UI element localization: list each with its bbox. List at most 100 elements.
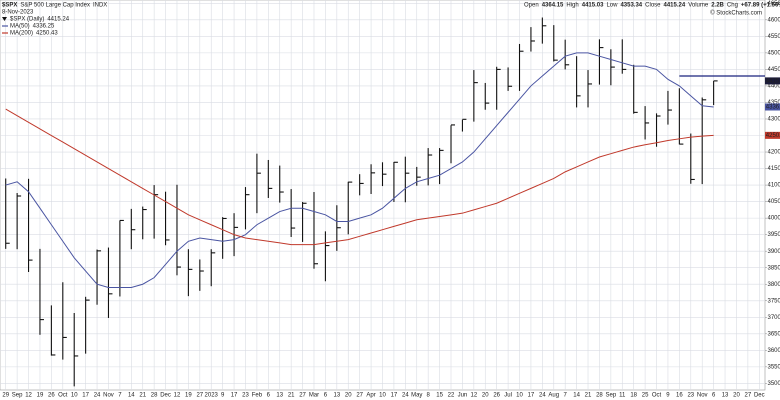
y-tick-label: 4050	[768, 199, 780, 205]
quote-label: High	[566, 3, 578, 9]
quote-value: 4353.34	[620, 3, 642, 9]
x-tick-label: 28	[151, 393, 158, 399]
x-tick-label: 12	[470, 393, 477, 399]
x-tick-label: 21	[288, 393, 295, 399]
x-tick-label: Mar	[309, 393, 319, 399]
x-tick-label: 19	[37, 393, 44, 399]
quote-label: Close	[645, 3, 661, 9]
x-tick-label: 11	[619, 393, 626, 399]
x-tick-label: 10	[379, 393, 386, 399]
last-value-label: 4336.25	[766, 105, 780, 111]
ma-line	[5, 108, 714, 246]
x-tick-label: 17	[82, 393, 89, 399]
x-tick-label: 28	[596, 393, 603, 399]
x-tick-label: 17	[528, 393, 535, 399]
y-tick-label: 4450	[768, 67, 780, 73]
x-tick-label: Oct	[58, 393, 68, 399]
x-tick-label: Apr	[366, 393, 375, 399]
legend-label: $SPX (Daily)	[10, 17, 44, 23]
y-tick-label: 3850	[768, 265, 780, 271]
x-tick-label: 8	[426, 393, 430, 399]
y-tick-label: 3750	[768, 298, 780, 304]
x-tick-label: 16	[676, 393, 683, 399]
x-tick-label: 9	[666, 393, 670, 399]
y-tick-label: 4650	[768, 1, 780, 7]
exchange: INDX	[93, 3, 107, 9]
x-tick-label: 24	[539, 393, 546, 399]
x-tick-label: 27	[745, 393, 752, 399]
x-tick-label: 7	[564, 393, 568, 399]
x-tick-label: 14	[573, 393, 580, 399]
quote-value: 4415.03	[582, 3, 604, 9]
y-tick-label: 4600	[768, 17, 780, 23]
quote-label: Open	[524, 3, 539, 9]
x-tick-label: 18	[630, 393, 637, 399]
legend-label: MA(50)	[10, 24, 30, 30]
x-tick-label: 12	[25, 393, 32, 399]
y-tick-label: 3600	[768, 348, 780, 354]
quote-label: Low	[606, 3, 618, 9]
x-tick-label: 21	[139, 393, 146, 399]
x-tick-label: 23	[242, 393, 249, 399]
x-tick-label: Aug	[548, 393, 559, 399]
y-tick-label: 4550	[768, 34, 780, 40]
x-tick-label: Jul	[504, 393, 512, 399]
x-tick-label: Oct	[652, 393, 662, 399]
quote-label: Volume	[688, 3, 709, 9]
x-tick-label: Jun	[458, 393, 468, 399]
quote-value: +67.89 (+1.56%)	[741, 3, 780, 9]
y-tick-label: 3800	[768, 282, 780, 288]
quote-label: Chg	[727, 3, 738, 9]
last-value-box	[765, 77, 780, 85]
legend-label: MA(200)	[10, 31, 33, 37]
x-tick-label: 20	[345, 393, 352, 399]
legend-value: 4336.25	[33, 24, 55, 30]
legend-value: 4415.24	[47, 17, 69, 23]
x-tick-label: 20	[733, 393, 740, 399]
y-tick-label: 3500	[768, 381, 780, 387]
x-tick-label: 13	[722, 393, 729, 399]
x-tick-label: 17	[391, 393, 398, 399]
x-tick-label: 24	[402, 393, 409, 399]
x-tick-label: 10	[71, 393, 78, 399]
y-tick-label: 4100	[768, 183, 780, 189]
x-tick-label: 27	[299, 393, 306, 399]
y-tick-label: 4000	[768, 216, 780, 222]
y-tick-label: 3700	[768, 315, 780, 321]
x-tick-label: Dec	[160, 393, 171, 399]
x-tick-label: 25	[642, 393, 649, 399]
legend-marker	[2, 17, 7, 21]
last-value-label: 4250.43	[766, 133, 780, 139]
x-tick-label: 22	[448, 393, 455, 399]
y-tick-label: 4300	[768, 117, 780, 123]
x-tick-label: 7	[118, 393, 122, 399]
x-tick-label: 27	[356, 393, 363, 399]
x-tick-label: 26	[48, 393, 55, 399]
last-value-box	[765, 103, 780, 111]
subtitle: S&P 500 Large Cap Index	[20, 3, 90, 9]
x-tick-label: 6	[712, 393, 716, 399]
y-tick-label: 4350	[768, 100, 780, 106]
x-tick-label: 10	[516, 393, 523, 399]
y-tick-label: 3900	[768, 249, 780, 255]
x-tick-label: 27	[196, 393, 203, 399]
x-tick-label: 13	[276, 393, 283, 399]
x-tick-label: Sep	[606, 393, 617, 399]
legend-value: 4250.43	[36, 31, 58, 37]
x-tick-label: 26	[493, 393, 500, 399]
x-tick-label: 17	[231, 393, 238, 399]
y-tick-label: 4400	[768, 84, 780, 90]
x-tick-label: Nov	[103, 393, 114, 399]
last-value-label: 4415.24	[766, 78, 780, 84]
x-tick-label: Sep	[12, 393, 23, 399]
y-tick-label: 4150	[768, 166, 780, 172]
y-tick-label: 4500	[768, 50, 780, 56]
last-value-box	[765, 131, 780, 139]
x-tick-label: 29	[2, 393, 9, 399]
x-tick-label: 19	[185, 393, 192, 399]
x-tick-label: 9	[221, 393, 225, 399]
x-tick-label: 2023	[205, 393, 219, 399]
x-tick-label: 6	[267, 393, 271, 399]
